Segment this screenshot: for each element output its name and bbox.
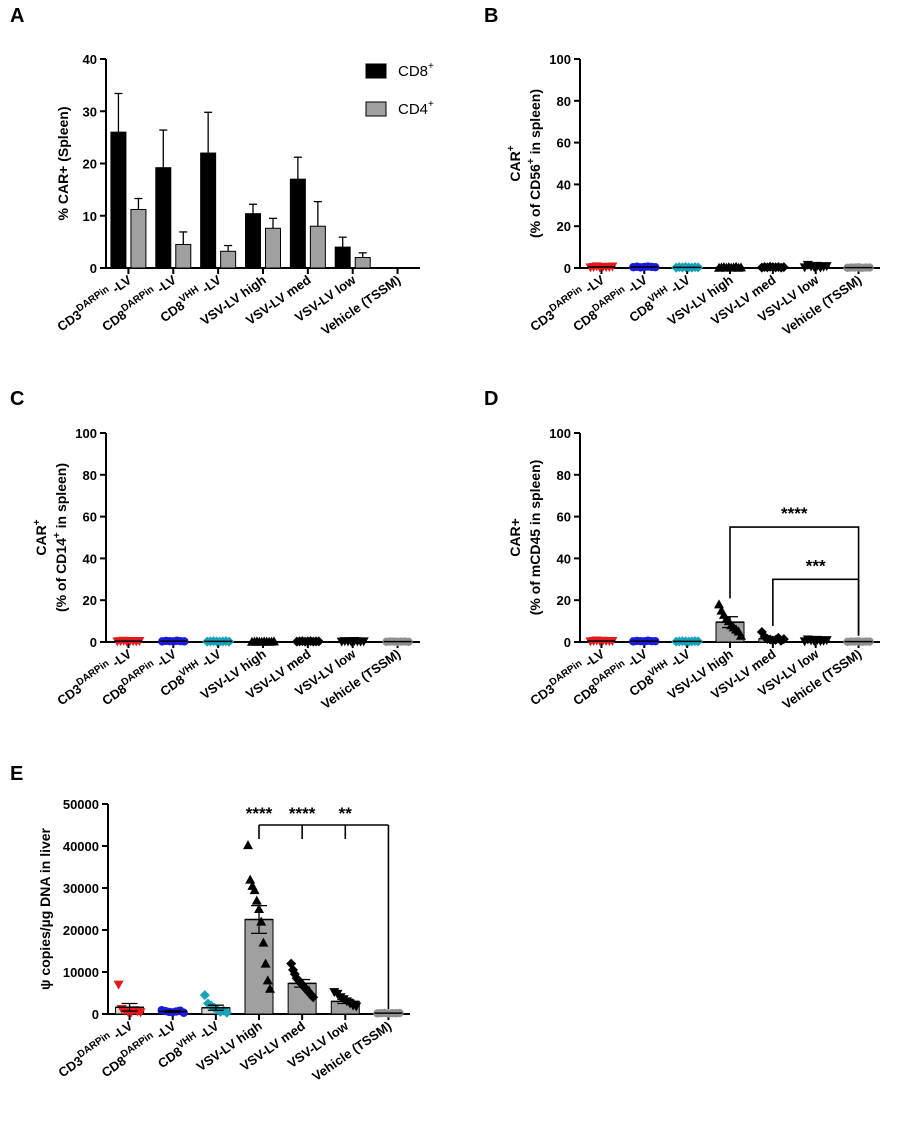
panel-b-y-tick-label: 60 [557,136,571,151]
panel-a-bar [245,213,261,269]
panel-b-category-label: CD8DARPin -LV [569,270,650,334]
panel-e-significance-label: **** [246,804,273,823]
panel-e-category-label: Vehicle (TSSM) [309,1018,394,1084]
panel-e-data-point [221,1007,232,1018]
panel-c-y-tick-label: 40 [83,551,97,566]
panel-d-significance-bracket [729,526,860,636]
panel-a-y-axis-label: % CAR+ (Spleen) [55,107,71,221]
panel-e-data-point [113,980,124,990]
panel-a-bar [354,257,371,269]
panel-d-y-tick-label: 0 [564,635,571,650]
panel-b-y-axis-label-line1: CAR+ [506,145,523,181]
panel-d-data-point [736,630,746,640]
panel-e-y-tick-label: 10000 [63,965,99,980]
panel-a-y-tick-label: 10 [83,209,97,224]
panel-a-legend-swatch [365,63,387,79]
panel-b-y-axis-label-line2: (% of CD56+ in spleen) [526,89,543,238]
panel-a-bar [155,167,172,269]
panel-d-y-tick-label: 80 [557,468,571,483]
panel-letter-a: A [10,5,24,27]
panel-c-y-tick-label: 60 [83,510,97,525]
panel-a-y-tick-label: 40 [83,52,97,67]
panel-d-y-tick-label: 100 [549,426,571,441]
panel-d-y-tick-label: 20 [557,593,571,608]
panel-e-data-point [251,895,262,905]
panel-c-y-axis-label-line2: (% of CD14+ in spleen) [52,463,69,612]
panel-a-bar [334,246,351,269]
panel-b-y-tick-label: 100 [549,52,571,67]
panel-e-data-point [265,983,275,993]
panel-e-data-point [249,885,260,895]
panel-e-data-point [243,840,253,850]
panel-b-category-label: Vehicle (TSSM) [779,272,864,338]
panel-b-y-tick-label: 80 [557,94,571,109]
panel-a-y-tick-label: 0 [90,261,97,276]
panel-a-legend-swatch [365,101,387,117]
panel-b-y-tick-label: 20 [557,219,571,234]
panel-letter-e: E [10,763,23,785]
panel-d-y-tick-label: 60 [557,510,571,525]
panel-e-significance-label: **** [289,804,316,823]
panel-d-significance-label: *** [806,556,826,575]
panel-a-bar [289,178,306,269]
panel-c-y-tick-label: 0 [90,635,97,650]
panel-d-data-point [714,599,724,609]
panel-e-data-point [262,975,273,985]
panel-e-y-tick-label: 40000 [63,839,99,854]
panel-c-y-axis-label-line1: CAR+ [32,519,49,555]
panel-letter-d: D [484,388,498,410]
panel-a-bar [200,152,217,269]
panel-c-category-label: CD8DARPin -LV [98,644,179,708]
panel-e-data-point [351,1002,362,1012]
panel-e-data-point [258,937,269,947]
panel-d-significance-label: **** [781,504,808,523]
panel-e-data-point [199,990,210,1001]
panel-b-y-tick-label: 0 [564,261,571,276]
panel-a-bar [265,227,281,269]
panel-e-y-tick-label: 50000 [63,797,99,812]
panel-d-category-label: CD8DARPin -LV [569,644,650,708]
panel-c-category-label: Vehicle (TSSM) [318,646,403,712]
panel-letter-c: C [10,388,24,410]
panel-e-data-point [308,992,319,1003]
panel-e-y-axis-label: ψ copies/µg DNA in liver [37,827,53,990]
panel-d-significance-bracket [772,578,860,636]
panel-a-bar [309,225,326,269]
panel-e-significance-label: ** [339,804,353,823]
panel-a-category-label: Vehicle (TSSM) [318,272,403,338]
panel-a-category-label: CD8DARPin -LV [98,270,179,334]
panel-a-bar [220,250,237,269]
panel-e-y-tick-label: 30000 [63,881,99,896]
panel-d-y-axis-label-line1: CAR+ [507,518,523,557]
panel-e-data-point [179,1008,188,1017]
panel-b-y-tick-label: 40 [557,177,571,192]
panel-d-category-label: Vehicle (TSSM) [779,646,864,712]
panel-a-bar [175,243,192,269]
panel-letter-b: B [484,5,498,27]
panel-e-data-point [135,1008,146,1018]
panel-c-y-tick-label: 100 [75,426,97,441]
panel-e-category-label: CD8DARPin -LV [98,1016,179,1080]
panel-d-y-tick-label: 40 [557,551,571,566]
panel-a-legend-label: CD8+ [398,61,434,80]
panel-d-y-axis-label-line2: (% of mCD45 in spleen) [527,460,543,616]
panel-e-y-tick-label: 0 [92,1007,99,1022]
panel-a-y-tick-label: 20 [83,157,97,172]
panel-e-data-point [245,874,256,884]
panel-e-y-tick-label: 20000 [63,923,99,938]
panel-c-y-tick-label: 80 [83,468,97,483]
panel-a-legend-label: CD4+ [398,99,434,118]
panel-a-y-tick-label: 30 [83,104,97,119]
panel-a-bar [130,208,147,269]
panel-c-y-tick-label: 20 [83,593,97,608]
panel-a-bar [110,131,127,269]
panel-e-data-point [260,958,271,968]
